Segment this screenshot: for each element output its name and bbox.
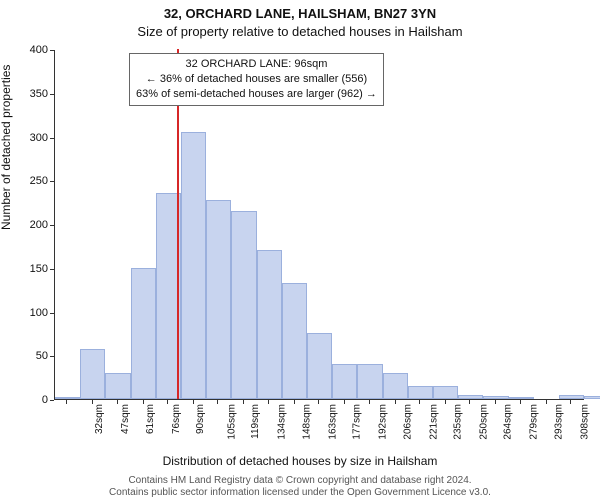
x-tick-mark [395,400,396,404]
y-tick-label: 150 [8,263,48,275]
histogram-bar [206,200,231,400]
x-tick-label: 90sqm [195,404,206,434]
x-tick-mark [92,400,93,404]
x-tick-label: 308sqm [579,404,590,440]
histogram-bar [433,386,458,399]
x-tick-mark [217,400,218,404]
y-tick-mark [50,400,54,401]
x-tick-mark [469,400,470,404]
x-tick-label: 177sqm [352,404,363,440]
histogram-bar [332,364,357,399]
x-tick-label: 192sqm [378,404,389,440]
histogram-bar [131,268,156,399]
x-tick-mark [268,400,269,404]
x-tick-mark [570,400,571,404]
annotation-line-2: ← 36% of detached houses are smaller (55… [136,72,377,87]
histogram-bar [282,283,307,399]
histogram-bar [55,397,80,399]
x-tick-mark [294,400,295,404]
x-tick-label: 264sqm [503,404,514,440]
histogram-bar [257,250,282,399]
x-tick-mark [495,400,496,404]
x-tick-mark [66,400,67,404]
x-tick-label: 148sqm [301,404,312,440]
x-tick-label: 221sqm [428,404,439,440]
x-axis-label: Distribution of detached houses by size … [0,454,600,468]
x-tick-label: 47sqm [120,404,131,434]
x-tick-label: 163sqm [327,404,338,440]
x-tick-label: 235sqm [452,404,463,440]
y-tick-label: 250 [8,175,48,187]
annotation-box: 32 ORCHARD LANE: 96sqm ← 36% of detached… [129,53,384,106]
x-tick-label: 105sqm [227,404,238,440]
y-tick-label: 350 [8,88,48,100]
x-tick-mark [167,400,168,404]
histogram-bar [458,395,483,399]
x-tick-mark [344,400,345,404]
footer-line-1: Contains HM Land Registry data © Crown c… [0,475,600,486]
histogram-bar [559,395,584,399]
y-tick-label: 300 [8,132,48,144]
x-tick-mark [243,400,244,404]
histogram-bar [105,373,130,399]
x-tick-mark [143,400,144,404]
plot-area: 32 ORCHARD LANE: 96sqm ← 36% of detached… [54,50,584,400]
x-tick-mark [318,400,319,404]
x-tick-label: 134sqm [277,404,288,440]
page-subtitle: Size of property relative to detached ho… [0,24,600,39]
histogram-bar [408,386,433,399]
x-tick-mark [445,400,446,404]
x-tick-mark [193,400,194,404]
x-tick-label: 32sqm [94,404,105,434]
x-tick-label: 61sqm [145,404,156,434]
y-tick-label: 200 [8,219,48,231]
x-tick-mark [419,400,420,404]
chart-root: 32, ORCHARD LANE, HAILSHAM, BN27 3YN Siz… [0,0,600,500]
x-tick-label: 279sqm [529,404,540,440]
page-title: 32, ORCHARD LANE, HAILSHAM, BN27 3YN [0,6,600,21]
histogram-bar [80,349,105,399]
histogram-bar [509,397,534,399]
x-tick-mark [117,400,118,404]
x-tick-label: 206sqm [402,404,413,440]
y-tick-label: 0 [8,394,48,406]
annotation-line-1: 32 ORCHARD LANE: 96sqm [136,57,377,72]
histogram-bar [307,333,332,399]
footer-line-2: Contains public sector information licen… [0,487,600,498]
x-tick-mark [369,400,370,404]
y-tick-label: 400 [8,44,48,56]
x-tick-mark [520,400,521,404]
histogram-bar [357,364,382,399]
histogram-bar [181,132,206,399]
histogram-bar [231,211,256,399]
x-tick-label: 76sqm [171,404,182,434]
y-tick-label: 50 [8,350,48,362]
histogram-bar [584,396,600,399]
annotation-line-3: 63% of semi-detached houses are larger (… [136,87,377,102]
x-tick-label: 119sqm [250,404,261,439]
x-tick-label: 250sqm [479,404,490,440]
x-tick-label: 293sqm [553,404,564,440]
histogram-bar [383,373,408,399]
y-tick-label: 100 [8,307,48,319]
x-tick-mark [546,400,547,404]
histogram-bar [483,396,508,399]
